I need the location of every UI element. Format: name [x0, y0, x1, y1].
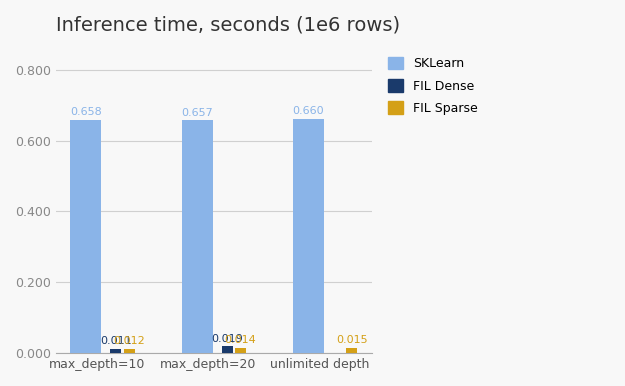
- Bar: [346, 348, 358, 353]
- Bar: [70, 120, 101, 353]
- Text: 0.015: 0.015: [336, 335, 367, 345]
- Bar: [181, 120, 213, 353]
- Legend: SKLearn, FIL Dense, FIL Sparse: SKLearn, FIL Dense, FIL Sparse: [384, 53, 482, 119]
- Bar: [110, 349, 121, 353]
- Text: 0.012: 0.012: [113, 336, 145, 346]
- Bar: [235, 348, 246, 353]
- Bar: [293, 119, 324, 353]
- Text: 0.660: 0.660: [292, 107, 324, 117]
- Text: Inference time, seconds (1e6 rows): Inference time, seconds (1e6 rows): [56, 15, 400, 34]
- Text: 0.019: 0.019: [211, 334, 243, 344]
- Text: 0.658: 0.658: [70, 107, 102, 117]
- Bar: [222, 346, 232, 353]
- Text: 0.657: 0.657: [181, 108, 213, 117]
- Text: 0.011: 0.011: [100, 337, 132, 346]
- Bar: [124, 349, 135, 353]
- Text: 0.014: 0.014: [224, 335, 256, 345]
